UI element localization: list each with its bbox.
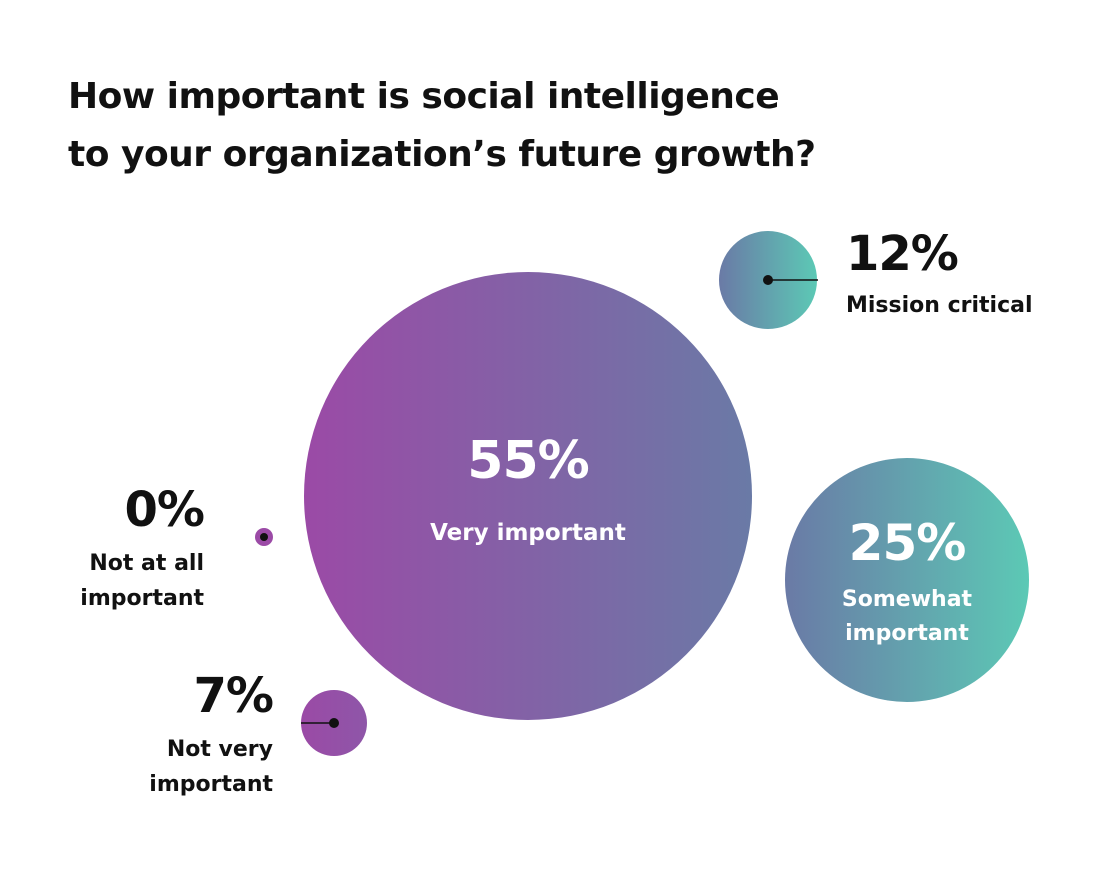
category-label-not-at-all-important-line-2: important — [80, 586, 204, 611]
bubble-very-important: 55% Very important — [304, 272, 752, 720]
value-label-not-at-all-important: 0% — [125, 482, 205, 538]
value-label-mission-critical: 12% — [846, 226, 958, 282]
bubble-circle-very-important — [304, 272, 752, 720]
category-label-somewhat-important-line-1: Somewhat — [842, 587, 973, 612]
category-label-not-very-important-line-2: important — [149, 772, 273, 797]
leader-dot-not-at-all-important — [260, 533, 268, 541]
chart-title-line-2: to your organization’s future growth? — [68, 134, 816, 175]
category-label-very-important-line-1: Very important — [430, 520, 626, 546]
bubble-not-at-all-important: 0% Not at all important — [80, 482, 273, 611]
value-label-not-very-important: 7% — [194, 668, 274, 724]
category-label-somewhat-important-line-2: important — [845, 621, 969, 646]
bubble-mission-critical: 12% Mission critical — [719, 226, 1033, 329]
category-label-not-very-important-line-1: Not very — [167, 737, 273, 762]
leader-dot-not-very-important — [329, 718, 339, 728]
leader-dot-mission-critical — [763, 275, 773, 285]
category-label-not-at-all-important-line-1: Not at all — [89, 551, 204, 576]
chart-title-line-1: How important is social intelligence — [68, 76, 780, 117]
category-label-mission-critical-line-1: Mission critical — [846, 293, 1033, 318]
chart-title: How important is social intelligence to … — [68, 68, 968, 184]
value-label-somewhat-important: 25% — [849, 514, 966, 572]
value-label-very-important: 55% — [467, 431, 588, 491]
bubble-somewhat-important: 25% Somewhat important — [785, 458, 1029, 702]
bubble-circle-somewhat-important — [785, 458, 1029, 702]
bubble-not-very-important: 7% Not very important — [149, 668, 367, 797]
